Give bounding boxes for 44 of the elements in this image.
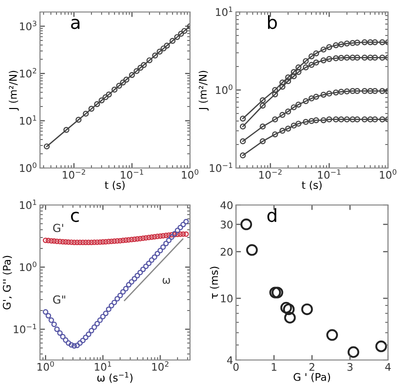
annotation: a	[71, 18, 80, 30]
x-axis-title: G ' (Pa)	[294, 372, 330, 382]
y-axis-title: G', G'' (Pa)	[2, 256, 12, 310]
y-axis-title: J (m²/N)	[8, 70, 19, 111]
x-axis-title: t (s)	[104, 180, 125, 190]
x-tick-label: 10$^{−2}$	[259, 169, 282, 179]
x-tick-label: 10$^{0}$	[380, 169, 396, 179]
annotation: d	[267, 208, 276, 222]
y-axis-title: τ (ms)	[210, 266, 220, 299]
y-tick-label: 10$^{0}$	[20, 162, 36, 172]
y-tick-label: 10$^{1}$	[20, 200, 36, 210]
y-tick-label: 10$^{0}$	[20, 262, 36, 272]
x-tick-label: 4	[385, 363, 391, 371]
annotation: c	[70, 212, 79, 222]
x-axis-title: t (s)	[302, 180, 322, 190]
y-tick-label: 4	[227, 356, 233, 364]
x-tick-label: 10$^{0}$	[182, 169, 198, 179]
series-label: ω	[162, 278, 170, 284]
series-label: G"	[53, 295, 66, 304]
y-tick-label: 30	[220, 220, 233, 228]
y-tick-label: 10$^{0}$	[216, 84, 232, 94]
y-axis-title: J (m²/N)	[198, 70, 209, 111]
x-tick-label: 1	[272, 363, 276, 371]
x-tick-label: 2	[309, 362, 314, 371]
x-tick-label: 10$^{−1}$	[120, 169, 144, 179]
x-tick-label: 10$^{0}$	[38, 361, 54, 371]
x-tick-label: 3	[347, 362, 352, 371]
x-tick-label: 10$^{2}$	[152, 361, 168, 371]
x-tick-label: 10$^{−1}$	[318, 169, 340, 179]
y-tick-label: 10$^{−1}$	[14, 324, 36, 334]
y-tick-label: 20	[220, 248, 233, 256]
series-label: G'	[53, 224, 64, 232]
y-tick-label: 10$^{−1}$	[210, 162, 232, 172]
x-tick-label: 0	[233, 362, 239, 371]
y-tick-label: 10$^{3}$	[20, 20, 36, 30]
y-tick-label: 10$^{1}$	[216, 6, 232, 16]
y-tick-label: 10$^{1}$	[20, 115, 36, 125]
y-tick-label: 40	[220, 201, 233, 210]
x-tick-label: 10$^{−2}$	[62, 169, 86, 179]
annotation: b	[268, 15, 277, 30]
x-tick-label: 10$^{1}$	[94, 361, 112, 371]
y-tick-label: 10	[221, 294, 233, 302]
y-tick-label: 10$^{2}$	[20, 68, 36, 78]
x-axis-title: ω (s$^{−1}$)	[97, 372, 132, 383]
